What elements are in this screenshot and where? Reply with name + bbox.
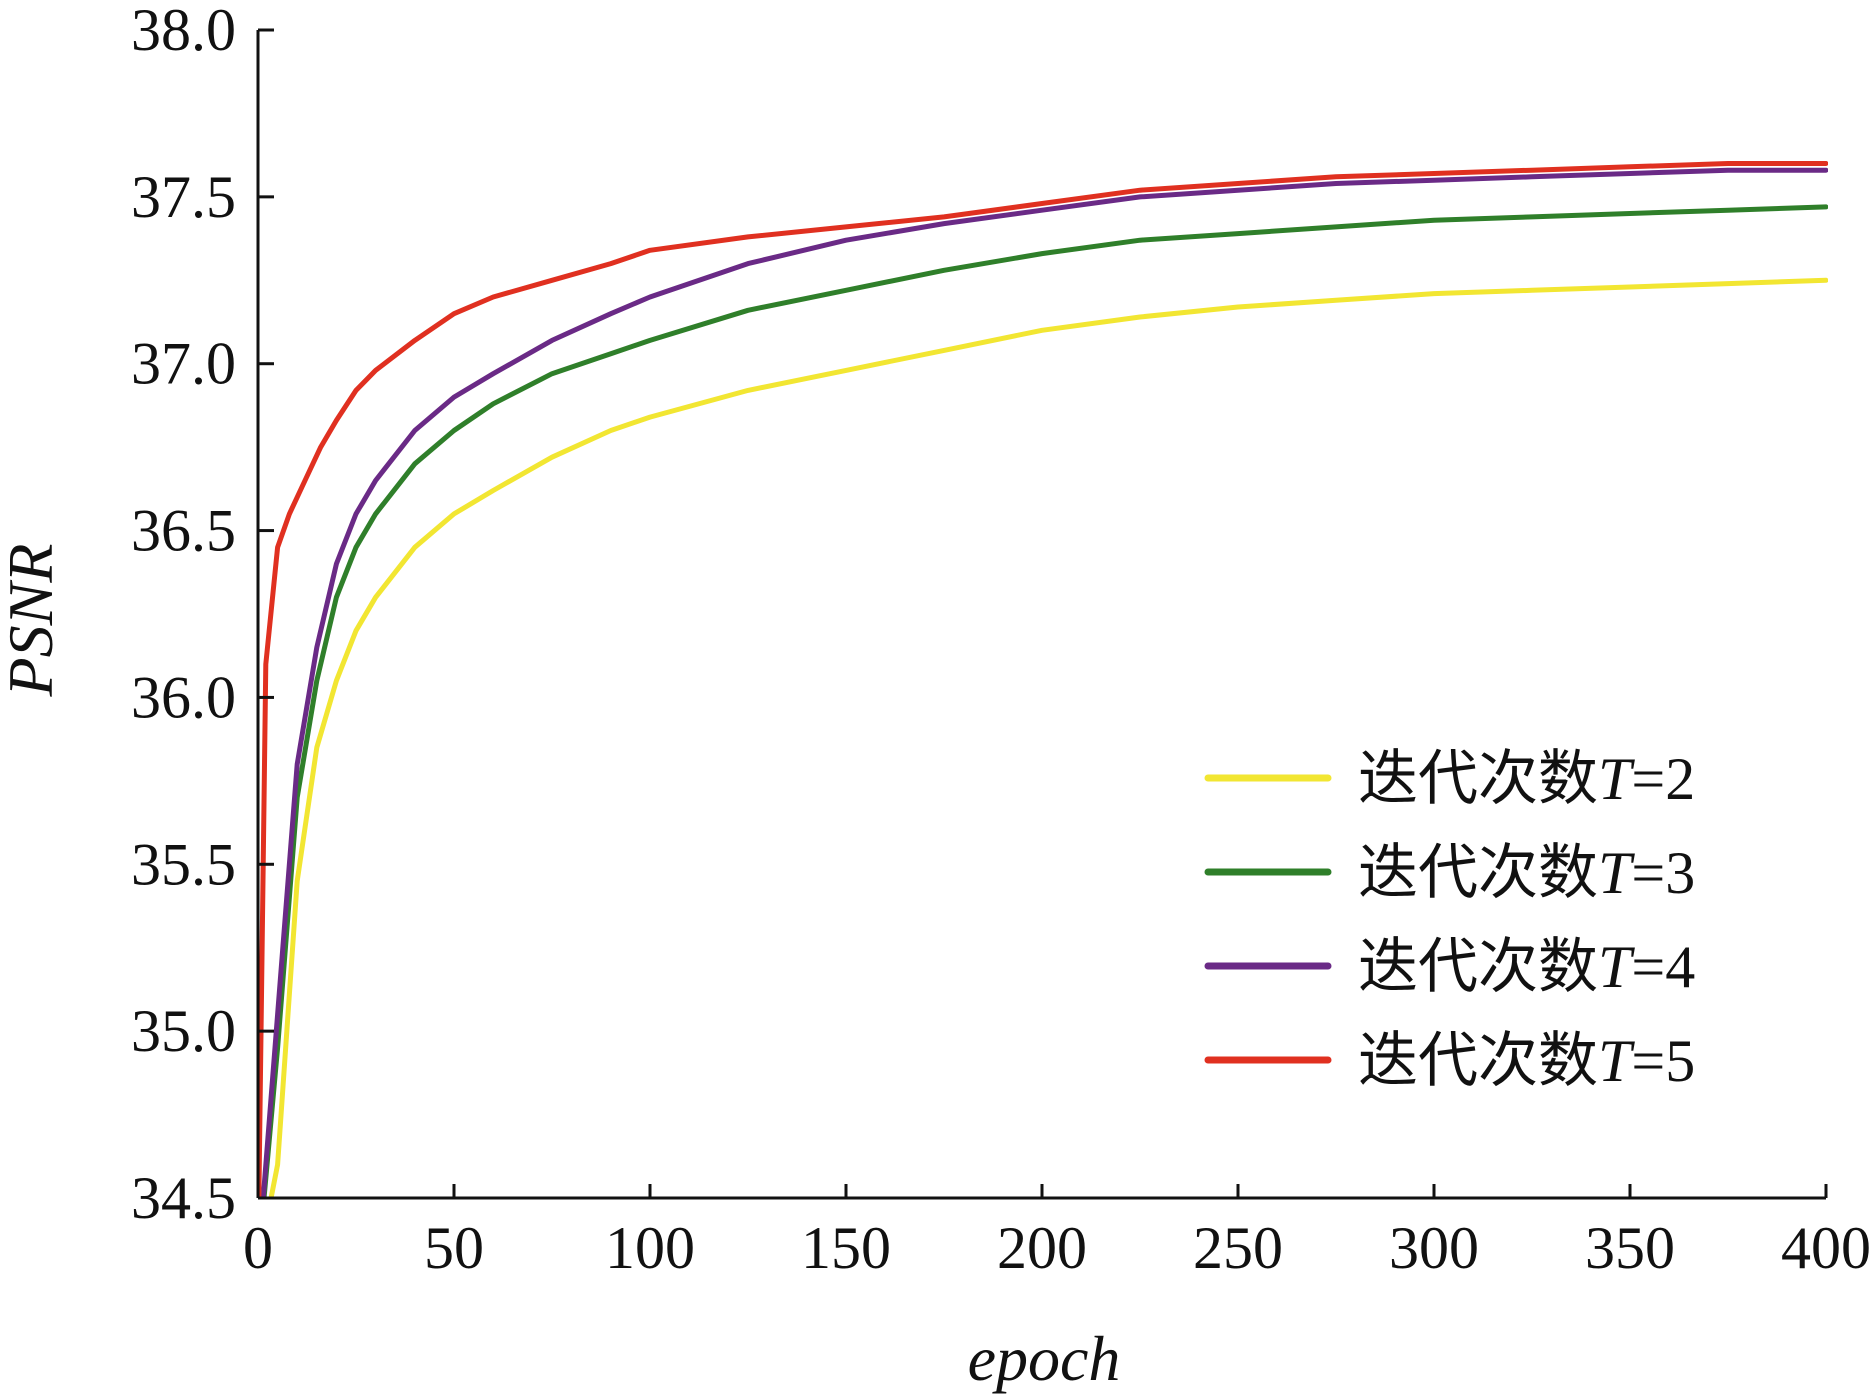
legend-label: 迭代次数T=3	[1358, 838, 1695, 908]
legend-label: 迭代次数T=2	[1358, 744, 1695, 814]
x-tick-label: 300	[1389, 1215, 1479, 1281]
y-axis-title: PSNR	[0, 544, 66, 698]
x-axis-title: epoch	[968, 1323, 1121, 1394]
legend-item-2: 迭代次数T=3	[1204, 838, 1695, 908]
x-tick-label: 200	[997, 1215, 1087, 1281]
x-tick-label: 350	[1585, 1215, 1675, 1281]
legend-item-3: 迭代次数T=4	[1204, 932, 1695, 1002]
series-line-2	[261, 204, 1828, 1198]
legend-label: 迭代次数T=5	[1358, 1026, 1695, 1096]
y-tick-label: 34.5	[131, 1165, 236, 1231]
legend-item-1: 迭代次数T=2	[1204, 744, 1695, 814]
series-line-3	[260, 167, 1828, 1198]
y-tick-label: 36.5	[131, 498, 236, 564]
y-tick-label: 37.0	[131, 331, 236, 397]
y-tick-label: 36.0	[131, 664, 236, 730]
y-tick-label: 35.5	[131, 831, 236, 897]
y-tick-label: 35.0	[131, 998, 236, 1064]
x-tick-label: 0	[243, 1215, 273, 1281]
legend-label: 迭代次数T=4	[1358, 932, 1695, 1002]
x-tick-label: 150	[801, 1215, 891, 1281]
y-tick-label: 38.0	[131, 0, 236, 63]
x-tick-label: 100	[605, 1215, 695, 1281]
series-line-4	[258, 161, 1828, 1198]
legend-item-4: 迭代次数T=5	[1204, 1026, 1695, 1096]
series-layer	[258, 161, 1828, 1198]
x-tick-label: 250	[1193, 1215, 1283, 1281]
ticks: 0 50 100 150 200 250 300 350 400 34.5 35.0 35.5 36.0…	[131, 0, 1871, 1281]
x-tick-label: 400	[1781, 1215, 1871, 1281]
series-line-1	[268, 277, 1828, 1198]
y-tick-label: 37.5	[131, 164, 236, 230]
x-tick-label: 50	[424, 1215, 484, 1281]
legend: 迭代次数T=2 迭代次数T=3 迭代次数T=4 迭代次数T=5	[1204, 744, 1695, 1096]
